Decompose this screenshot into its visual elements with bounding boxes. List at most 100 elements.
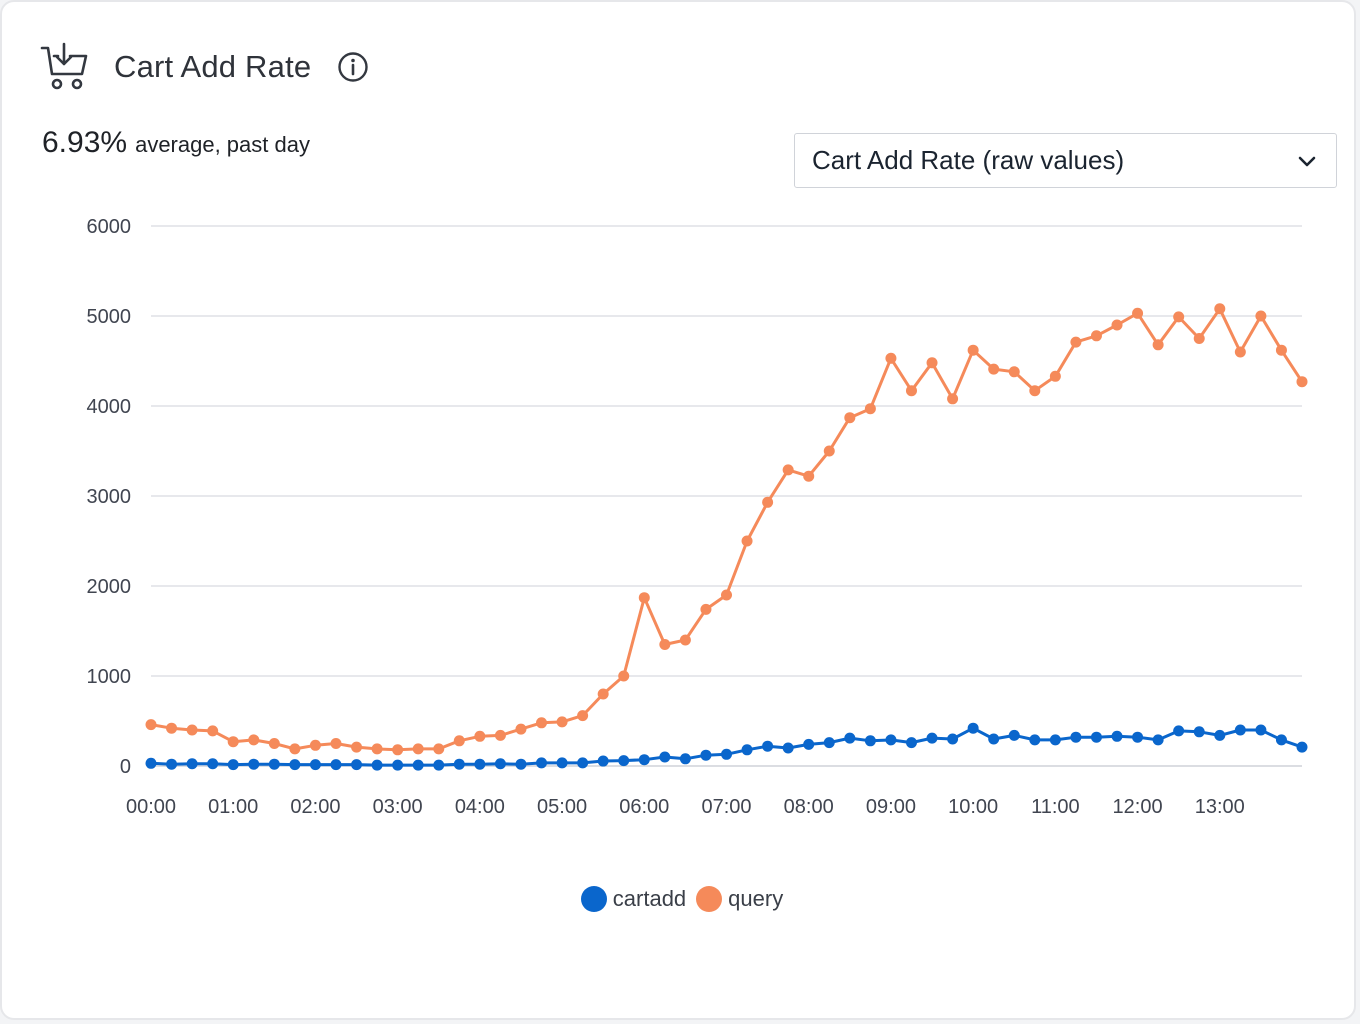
data-point-query[interactable]	[1009, 366, 1020, 377]
data-point-query[interactable]	[598, 689, 609, 700]
data-point-cartadd[interactable]	[598, 756, 609, 767]
data-point-cartadd[interactable]	[700, 750, 711, 761]
data-point-query[interactable]	[187, 725, 198, 736]
data-point-cartadd[interactable]	[865, 735, 876, 746]
data-point-cartadd[interactable]	[207, 758, 218, 769]
data-point-cartadd[interactable]	[1276, 734, 1287, 745]
data-point-cartadd[interactable]	[680, 753, 691, 764]
legend-item-query[interactable]: query	[696, 886, 783, 912]
data-point-cartadd[interactable]	[947, 734, 958, 745]
data-point-query[interactable]	[1194, 333, 1205, 344]
data-point-cartadd[interactable]	[372, 760, 383, 771]
data-point-cartadd[interactable]	[783, 743, 794, 754]
data-point-query[interactable]	[1297, 376, 1308, 387]
data-point-cartadd[interactable]	[515, 759, 526, 770]
data-point-cartadd[interactable]	[1255, 725, 1266, 736]
data-point-cartadd[interactable]	[248, 759, 259, 770]
data-point-query[interactable]	[783, 464, 794, 475]
data-point-query[interactable]	[1050, 371, 1061, 382]
data-point-query[interactable]	[310, 740, 321, 751]
data-point-query[interactable]	[146, 719, 157, 730]
data-point-query[interactable]	[515, 724, 526, 735]
data-point-cartadd[interactable]	[1050, 734, 1061, 745]
data-point-cartadd[interactable]	[166, 759, 177, 770]
data-point-cartadd[interactable]	[392, 760, 403, 771]
data-point-cartadd[interactable]	[885, 734, 896, 745]
data-point-cartadd[interactable]	[433, 760, 444, 771]
data-point-cartadd[interactable]	[187, 758, 198, 769]
data-point-cartadd[interactable]	[659, 752, 670, 763]
data-point-cartadd[interactable]	[577, 757, 588, 768]
data-point-query[interactable]	[1132, 308, 1143, 319]
data-point-cartadd[interactable]	[536, 757, 547, 768]
data-point-query[interactable]	[865, 403, 876, 414]
data-point-cartadd[interactable]	[557, 757, 568, 768]
data-point-cartadd[interactable]	[1153, 734, 1164, 745]
data-point-cartadd[interactable]	[289, 759, 300, 770]
data-point-query[interactable]	[330, 738, 341, 749]
data-point-cartadd[interactable]	[762, 741, 773, 752]
data-point-cartadd[interactable]	[1214, 730, 1225, 741]
data-point-query[interactable]	[289, 743, 300, 754]
data-point-query[interactable]	[1235, 347, 1246, 358]
data-point-cartadd[interactable]	[721, 749, 732, 760]
data-point-cartadd[interactable]	[1029, 734, 1040, 745]
data-point-cartadd[interactable]	[927, 733, 938, 744]
data-point-cartadd[interactable]	[803, 739, 814, 750]
data-point-cartadd[interactable]	[1194, 726, 1205, 737]
data-point-query[interactable]	[1112, 320, 1123, 331]
data-point-cartadd[interactable]	[330, 759, 341, 770]
data-point-cartadd[interactable]	[906, 737, 917, 748]
data-point-query[interactable]	[248, 734, 259, 745]
data-point-query[interactable]	[1255, 311, 1266, 322]
data-point-cartadd[interactable]	[742, 744, 753, 755]
data-point-cartadd[interactable]	[454, 759, 465, 770]
data-point-cartadd[interactable]	[968, 723, 979, 734]
data-point-query[interactable]	[1029, 385, 1040, 396]
data-point-cartadd[interactable]	[844, 733, 855, 744]
data-point-query[interactable]	[988, 364, 999, 375]
data-point-cartadd[interactable]	[639, 754, 650, 765]
data-point-query[interactable]	[1214, 303, 1225, 314]
data-point-query[interactable]	[762, 497, 773, 508]
data-point-cartadd[interactable]	[351, 759, 362, 770]
data-point-cartadd[interactable]	[269, 759, 280, 770]
data-point-query[interactable]	[577, 710, 588, 721]
data-point-cartadd[interactable]	[618, 755, 629, 766]
data-point-query[interactable]	[474, 731, 485, 742]
data-point-query[interactable]	[228, 736, 239, 747]
data-point-cartadd[interactable]	[1009, 730, 1020, 741]
data-point-query[interactable]	[700, 604, 711, 615]
data-point-query[interactable]	[495, 730, 506, 741]
data-point-query[interactable]	[454, 735, 465, 746]
data-point-query[interactable]	[372, 743, 383, 754]
data-point-query[interactable]	[721, 590, 732, 601]
data-point-query[interactable]	[680, 635, 691, 646]
data-point-query[interactable]	[885, 353, 896, 364]
data-point-query[interactable]	[166, 723, 177, 734]
data-point-query[interactable]	[742, 536, 753, 547]
data-point-cartadd[interactable]	[988, 734, 999, 745]
data-point-cartadd[interactable]	[146, 758, 157, 769]
data-point-cartadd[interactable]	[1173, 725, 1184, 736]
data-point-query[interactable]	[557, 716, 568, 727]
data-point-query[interactable]	[968, 345, 979, 356]
data-point-cartadd[interactable]	[413, 760, 424, 771]
data-point-query[interactable]	[824, 446, 835, 457]
data-point-query[interactable]	[618, 671, 629, 682]
data-point-query[interactable]	[269, 738, 280, 749]
legend-item-cartadd[interactable]: cartadd	[581, 886, 686, 912]
data-point-cartadd[interactable]	[824, 737, 835, 748]
data-point-cartadd[interactable]	[1112, 731, 1123, 742]
data-point-cartadd[interactable]	[1091, 732, 1102, 743]
data-point-cartadd[interactable]	[310, 759, 321, 770]
data-point-cartadd[interactable]	[495, 758, 506, 769]
data-point-query[interactable]	[536, 717, 547, 728]
data-point-query[interactable]	[906, 385, 917, 396]
data-point-cartadd[interactable]	[1132, 732, 1143, 743]
data-point-cartadd[interactable]	[1297, 742, 1308, 753]
data-point-query[interactable]	[947, 393, 958, 404]
data-point-query[interactable]	[1070, 337, 1081, 348]
data-point-query[interactable]	[639, 592, 650, 603]
data-point-cartadd[interactable]	[228, 759, 239, 770]
